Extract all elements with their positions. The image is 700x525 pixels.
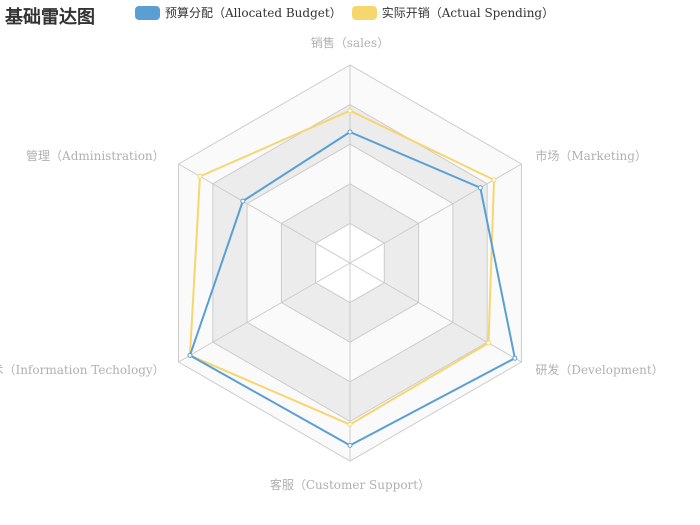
- chart-title: 基础雷达图: [5, 7, 95, 28]
- radar-series: [187, 108, 518, 448]
- legend-label-allocated-budget: 预算分配（Allocated Budget）: [165, 6, 342, 20]
- radar-data-point[interactable]: [187, 352, 193, 358]
- radar-axis-label: 市场（Marketing）: [535, 148, 647, 163]
- radar-axis-label: 销售（sales）: [311, 35, 389, 50]
- radar-axis-label: 信息技术（Information Techology）: [0, 362, 165, 377]
- radar-axis-label: 管理（Administration）: [26, 148, 165, 163]
- legend-item-allocated-budget[interactable]: 预算分配（Allocated Budget）: [135, 4, 342, 21]
- radar-data-point[interactable]: [240, 198, 246, 204]
- radar-data-point[interactable]: [347, 108, 353, 114]
- legend-item-actual-spending[interactable]: 实际开销（Actual Spending）: [351, 4, 555, 21]
- radar-axis-label: 客服（Customer Support）: [270, 477, 430, 492]
- legend-label-actual-spending: 实际开销（Actual Spending）: [381, 6, 555, 20]
- radar-data-point[interactable]: [347, 129, 353, 135]
- radar-axes: [178, 65, 522, 461]
- radar-data-point[interactable]: [347, 422, 353, 428]
- radar-data-point[interactable]: [485, 340, 491, 346]
- legend: 预算分配（Allocated Budget） 实际开销（Actual Spend…: [135, 4, 554, 21]
- radar-axis-line: [349, 262, 522, 363]
- radar-axis-line: [178, 163, 351, 264]
- legend-swatch-actual-spending: [351, 5, 377, 20]
- radar-data-point[interactable]: [197, 173, 203, 179]
- radar-axis-label: 研发（Development）: [535, 362, 663, 377]
- radar-axis-labels: 销售（sales） 管理（Administration） 信息技术（Informat…: [0, 35, 664, 492]
- radar-data-point[interactable]: [347, 442, 353, 448]
- radar-axis-line: [178, 262, 351, 363]
- radar-data-point[interactable]: [512, 355, 518, 361]
- radar-data-point[interactable]: [491, 177, 497, 183]
- legend-swatch-allocated-budget: [135, 5, 160, 20]
- radar-data-point[interactable]: [477, 185, 483, 191]
